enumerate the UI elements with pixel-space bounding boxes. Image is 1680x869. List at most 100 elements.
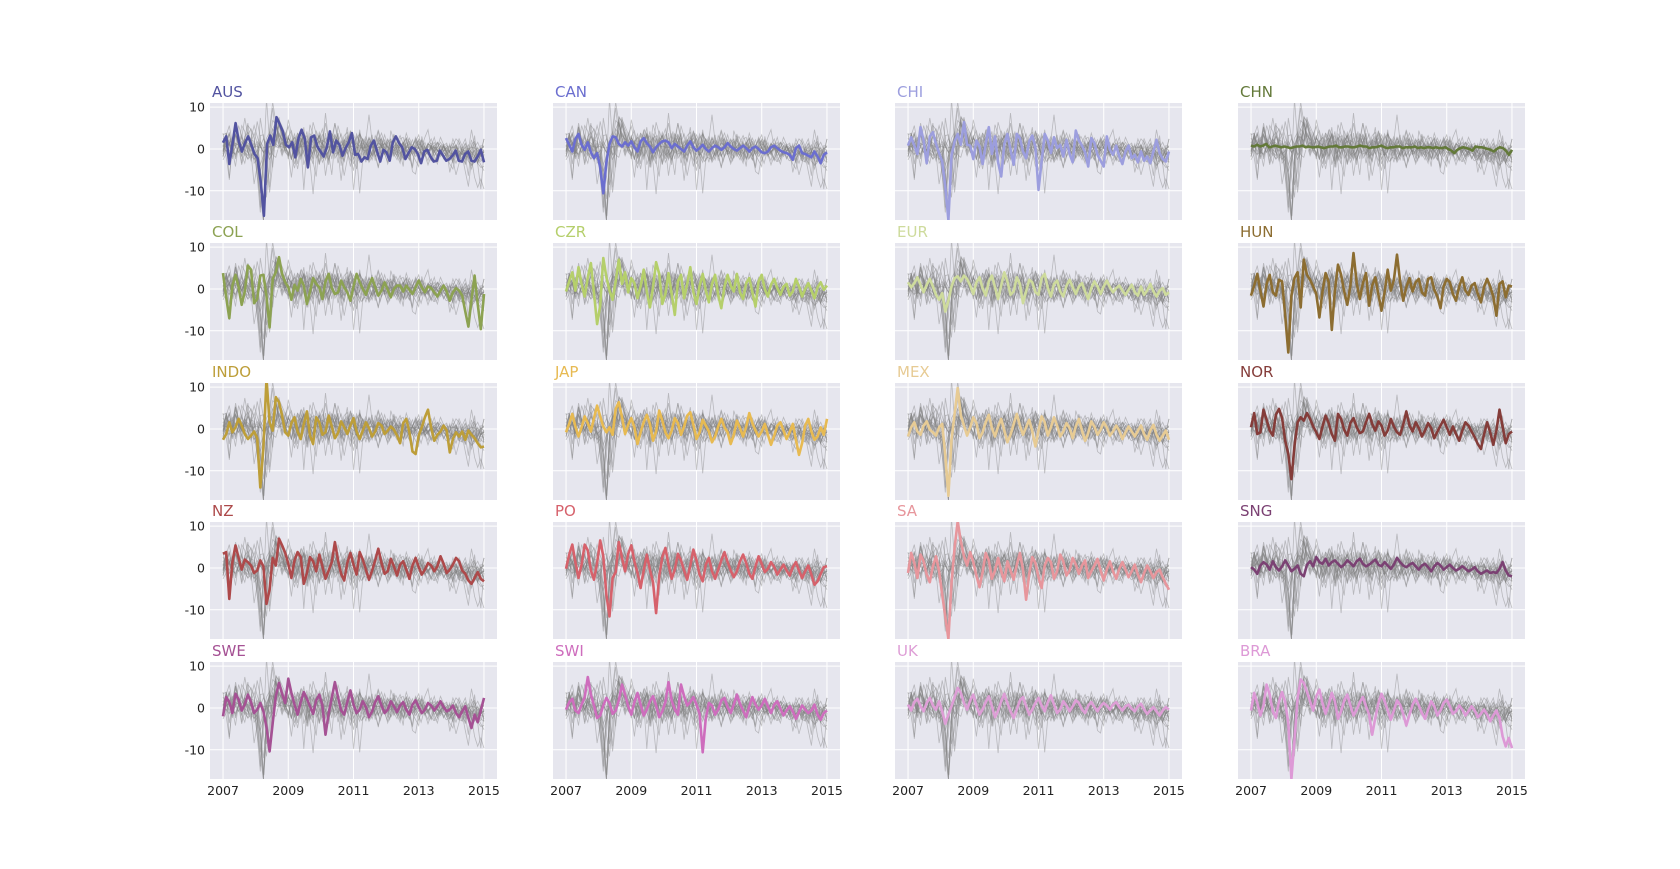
background-series-indo [1250, 383, 1513, 488]
panel-title: CAN [555, 83, 587, 101]
background-series-uk [222, 686, 485, 726]
background-series-indo [565, 243, 828, 348]
highlight-series-indo [221, 383, 485, 489]
panel-aus: AUS 10 0 -10 [185, 83, 497, 220]
panel-nz: NZ 10 0 -10 [185, 502, 497, 639]
highlight-series-col [221, 255, 486, 331]
background-series-indo [222, 662, 485, 767]
highlight-series-po [564, 539, 828, 618]
y-tick-label: -10 [185, 602, 205, 617]
panel-chn: CHN [1238, 83, 1525, 220]
background-series-nz [907, 118, 1170, 185]
background-series-aus [1250, 115, 1513, 216]
panel-col: COL 10 0 -10 [185, 223, 497, 360]
panel-hun: HUN [1238, 223, 1525, 360]
background-series-jap [222, 679, 485, 735]
background-series-sa [907, 243, 1170, 360]
background-series-indo [1250, 103, 1513, 208]
highlight-series-swi [564, 675, 828, 754]
background-series-nz [222, 398, 485, 465]
background-series-eur [1250, 689, 1513, 731]
x-tick-label: 2009 [1300, 783, 1332, 798]
y-tick-label: 0 [197, 560, 205, 575]
background-series-bra [565, 678, 828, 779]
background-series-can [1250, 132, 1513, 194]
background-series-chi [1250, 402, 1513, 500]
background-series-nz [907, 677, 1170, 744]
background-series-hun [222, 671, 485, 772]
highlight-series-sa [906, 522, 1171, 639]
background-series-jap [1250, 400, 1513, 456]
background-series-jap [565, 539, 828, 595]
background-series-eur [222, 689, 485, 731]
x-tick-label: 2011 [1366, 783, 1398, 798]
y-tick-label: -10 [185, 323, 205, 338]
panel-title: UK [897, 642, 919, 660]
highlight-series-sng [1250, 555, 1513, 578]
panel-po: PO [553, 502, 840, 639]
background-series-sa [565, 522, 828, 639]
y-tick-label: -10 [185, 183, 205, 198]
x-tick-label: 2009 [272, 783, 304, 798]
x-tick-label: 2007 [1235, 783, 1267, 798]
panel-indo: INDO 10 0 -10 [185, 363, 497, 500]
background-series-swi [1250, 676, 1513, 753]
x-tick-label: 2009 [957, 783, 989, 798]
panel-title: SWE [212, 642, 246, 660]
x-tick-label: 2007 [550, 783, 582, 798]
y-tick-label: 10 [189, 380, 205, 395]
highlight-series-nor [1249, 407, 1513, 481]
background-series-mex [565, 526, 828, 635]
background-series-jap [1250, 260, 1513, 316]
highlight-series-uk [906, 686, 1170, 726]
panel-title: NZ [212, 502, 234, 520]
background-series-po [907, 401, 1170, 478]
background-series-uk [1250, 267, 1513, 307]
background-series-chi [907, 681, 1170, 779]
background-series-po [1250, 540, 1513, 617]
background-series-hun [222, 112, 485, 213]
background-series-col [907, 257, 1170, 330]
background-series-po [1250, 680, 1513, 757]
panel-bra: BRA 2007 2009 2011 2013 2015 [1235, 642, 1528, 798]
highlight-series-aus [221, 115, 486, 218]
panel-title: CZR [555, 223, 586, 241]
background-series-chn [1250, 283, 1513, 296]
background-series-chi [565, 681, 828, 779]
background-series-chn [1250, 702, 1513, 715]
panel-sng: SNG [1238, 502, 1525, 639]
panel-title: BRA [1240, 642, 1271, 660]
panel-chi: CHI [895, 83, 1182, 220]
panel-title: PO [555, 502, 576, 520]
background-series-eur [222, 270, 485, 312]
background-series-hun [565, 392, 828, 493]
background-series-czr [222, 536, 485, 604]
background-series-po [565, 401, 828, 478]
highlight-series-chi [906, 120, 1171, 220]
background-series-uk [1250, 546, 1513, 586]
background-series-swe [565, 119, 828, 193]
background-series-sa [565, 662, 828, 779]
x-tick-label: 2015 [1496, 783, 1528, 798]
background-series-czr [222, 397, 485, 465]
panel-title: CHN [1240, 83, 1273, 101]
background-series-swi [222, 397, 485, 474]
background-series-nor [907, 267, 1170, 340]
background-series-bra [907, 259, 1170, 360]
background-series-chi [565, 541, 828, 639]
background-series-hun [1250, 671, 1513, 772]
background-series-can [1250, 412, 1513, 474]
background-series-mex [222, 666, 485, 775]
background-series-col [907, 676, 1170, 749]
background-series-swe [907, 259, 1170, 333]
x-tick-label: 2013 [746, 783, 778, 798]
x-tick-label: 2013 [1088, 783, 1120, 798]
background-series-col [1250, 257, 1513, 330]
background-series-chn [907, 143, 1170, 156]
background-series-sa [1250, 522, 1513, 639]
background-series-nz [565, 258, 828, 325]
background-series-hun [565, 531, 828, 632]
y-tick-label: -10 [185, 463, 205, 478]
highlight-series-chn [1250, 142, 1514, 157]
background-series-bra [565, 259, 828, 360]
